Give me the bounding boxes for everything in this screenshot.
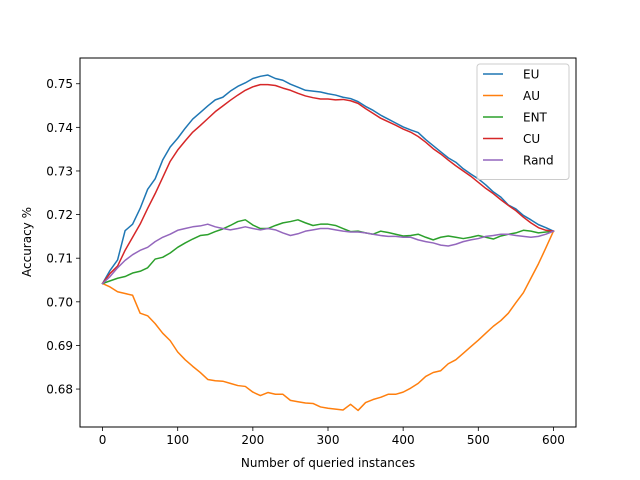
series-line-cu bbox=[101, 83, 555, 285]
x-tick-label: 100 bbox=[166, 433, 189, 447]
legend: EU AU ENT CU Rand bbox=[476, 63, 570, 180]
x-tick-label: 0 bbox=[99, 433, 107, 447]
y-tick-label: 0.70 bbox=[46, 295, 73, 309]
x-tick-label: 600 bbox=[542, 433, 565, 447]
y-tick-label: 0.71 bbox=[46, 252, 73, 266]
legend-label-ent: ENT bbox=[523, 111, 548, 125]
legend-label-eu: EU bbox=[523, 68, 539, 82]
x-tick-label: 500 bbox=[467, 433, 490, 447]
y-tick-label: 0.72 bbox=[46, 208, 73, 222]
x-tick-label: 400 bbox=[392, 433, 415, 447]
legend-label-rand: Rand bbox=[523, 154, 554, 168]
x-tick-label: 200 bbox=[241, 433, 264, 447]
series-line-ent bbox=[101, 219, 555, 285]
legend-label-au: AU bbox=[523, 89, 540, 103]
y-axis-label: Accuracy % bbox=[20, 207, 34, 277]
x-axis: 0 100 200 300 400 500 600 bbox=[99, 427, 565, 447]
x-tick-label: 300 bbox=[317, 433, 340, 447]
y-tick-label: 0.69 bbox=[46, 339, 73, 353]
series-line-au bbox=[101, 230, 555, 412]
y-tick-label: 0.75 bbox=[46, 77, 73, 91]
y-tick-label: 0.74 bbox=[46, 121, 73, 135]
legend-label-cu: CU bbox=[523, 132, 540, 146]
y-axis: 0.68 0.69 0.70 0.71 0.72 0.73 0.74 0.75 bbox=[46, 77, 80, 397]
y-tick-label: 0.73 bbox=[46, 164, 73, 178]
x-axis-label: Number of queried instances bbox=[241, 456, 415, 470]
y-tick-label: 0.68 bbox=[46, 383, 73, 397]
series-line-rand bbox=[101, 223, 555, 285]
legend-box bbox=[476, 63, 570, 180]
